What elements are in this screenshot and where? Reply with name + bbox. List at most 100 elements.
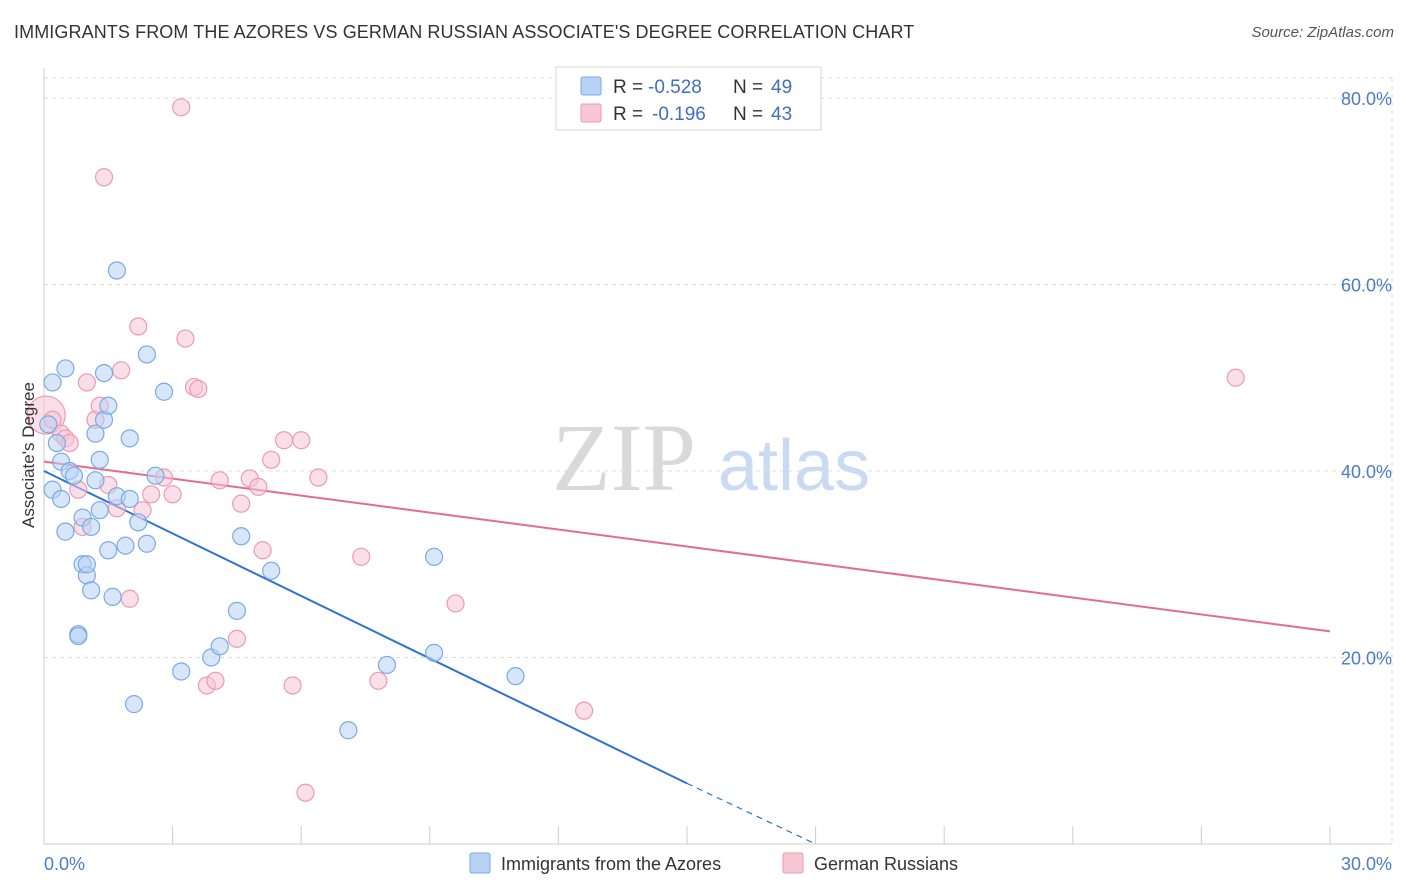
chart-source: Source: ZipAtlas.com xyxy=(1251,24,1394,41)
point-azores-48 xyxy=(86,471,105,490)
legend-r-label-2: R = xyxy=(613,104,643,125)
point-azores-33 xyxy=(137,345,156,364)
point-german-russians-28 xyxy=(232,494,251,513)
legend-r-label-1: R = xyxy=(613,77,643,98)
point-azores-38 xyxy=(210,637,229,656)
chart-title: IMMIGRANTS FROM THE AZORES VS GERMAN RUS… xyxy=(14,22,915,42)
point-german-russians-37 xyxy=(309,468,328,487)
point-azores-47 xyxy=(120,489,139,509)
point-azores-0 xyxy=(39,415,58,434)
legend-swatch-blue xyxy=(580,76,602,96)
bottom-legend: Immigrants from the Azores German Russia… xyxy=(469,852,958,874)
point-azores-12 xyxy=(69,626,88,646)
point-azores-36 xyxy=(172,662,191,681)
point-german-russians-10 xyxy=(94,168,114,187)
bottom-legend-swatch-blue xyxy=(469,852,491,874)
legend-n-value-1: 49 xyxy=(771,77,792,98)
point-azores-23 xyxy=(99,541,118,560)
point-german-russians-31 xyxy=(253,541,272,560)
y-tick-label-20: 20.0% xyxy=(1341,649,1392,669)
point-german-russians-25 xyxy=(206,671,225,690)
point-german-russians-35 xyxy=(292,431,311,450)
point-azores-25 xyxy=(103,587,122,606)
axes xyxy=(43,68,1392,845)
point-german-russians-36 xyxy=(296,783,315,802)
point-azores-45 xyxy=(424,643,444,662)
point-azores-15 xyxy=(77,555,96,574)
point-german-russians-32 xyxy=(262,450,281,469)
point-azores-35 xyxy=(154,382,174,401)
bottom-legend-label-2: German Russians xyxy=(814,854,958,874)
point-german-russians-26 xyxy=(210,471,229,490)
legend: R = -0.528 N = 49 R = -0.196 N = 43 xyxy=(555,66,822,131)
point-azores-43 xyxy=(377,655,397,675)
point-german-russians-34 xyxy=(283,676,302,695)
point-german-russians-38 xyxy=(352,547,371,566)
point-azores-28 xyxy=(116,536,135,555)
point-azores-29 xyxy=(120,429,139,448)
point-german-russians-40 xyxy=(446,594,465,613)
point-german-russians-42 xyxy=(1226,368,1245,387)
point-german-russians-13 xyxy=(112,361,131,380)
point-german-russians-41 xyxy=(575,701,594,720)
point-german-russians-17 xyxy=(142,485,161,504)
point-german-russians-20 xyxy=(172,98,191,117)
point-azores-42 xyxy=(339,721,358,740)
trend-line-azores-extension xyxy=(686,782,816,845)
legend-swatch-pink xyxy=(580,103,602,123)
trend-lines xyxy=(43,460,1331,845)
point-german-russians-15 xyxy=(129,317,148,336)
point-azores-27 xyxy=(107,261,126,280)
point-german-russians-19 xyxy=(163,485,182,504)
point-azores-1 xyxy=(43,373,62,392)
x-tick-labels: 0.0% 30.0% xyxy=(44,854,1392,874)
point-german-russians-7 xyxy=(77,373,96,392)
point-azores-16 xyxy=(82,517,101,537)
point-azores-6 xyxy=(56,359,75,378)
point-azores-2 xyxy=(47,433,66,453)
y-axis-label: Associate's Degree xyxy=(19,382,38,528)
point-azores-8 xyxy=(64,466,84,485)
point-azores-22 xyxy=(94,363,114,383)
point-azores-32 xyxy=(137,534,156,553)
point-german-russians-23 xyxy=(189,379,208,399)
x-tick-label-30: 30.0% xyxy=(1341,854,1392,874)
watermark-zip: ZIP xyxy=(552,404,696,511)
y-tick-label-60: 60.0% xyxy=(1341,276,1392,296)
point-azores-5 xyxy=(52,489,71,509)
point-azores-19 xyxy=(90,501,109,520)
legend-n-label-2: N = xyxy=(733,104,763,125)
point-azores-34 xyxy=(146,466,165,485)
point-azores-44 xyxy=(424,547,444,566)
bottom-legend-label-1: Immigrants from the Azores xyxy=(501,854,721,874)
point-german-russians-33 xyxy=(274,431,294,450)
point-azores-17 xyxy=(82,581,101,600)
bottom-legend-swatch-pink xyxy=(782,852,804,874)
point-german-russians-14 xyxy=(120,589,139,608)
watermark-atlas: atlas xyxy=(718,426,870,506)
point-azores-41 xyxy=(262,561,281,580)
trend-line-azores xyxy=(43,470,688,785)
legend-n-label-1: N = xyxy=(733,77,763,98)
point-german-russians-21 xyxy=(176,329,195,348)
point-azores-39 xyxy=(227,601,246,620)
y-tick-labels: 20.0% 40.0% 60.0% 80.0% xyxy=(1341,89,1392,669)
point-azores-9 xyxy=(56,522,75,541)
x-tick-label-0: 0.0% xyxy=(44,854,85,874)
point-azores-40 xyxy=(232,527,251,546)
point-german-russians-39 xyxy=(369,671,388,690)
point-azores-18 xyxy=(86,424,105,443)
point-azores-30 xyxy=(124,695,144,714)
point-german-russians-30 xyxy=(249,477,268,496)
legend-r-value-1: -0.528 xyxy=(648,77,702,98)
point-azores-31 xyxy=(129,513,148,532)
y-tick-label-40: 40.0% xyxy=(1341,462,1392,482)
y-tick-label-80: 80.0% xyxy=(1341,89,1392,109)
legend-n-value-2: 43 xyxy=(771,104,792,125)
point-azores-20 xyxy=(90,450,109,469)
point-azores-24 xyxy=(99,396,118,415)
data-points xyxy=(26,98,1245,802)
point-german-russians-27 xyxy=(227,629,246,648)
legend-r-value-2: -0.196 xyxy=(652,104,706,125)
